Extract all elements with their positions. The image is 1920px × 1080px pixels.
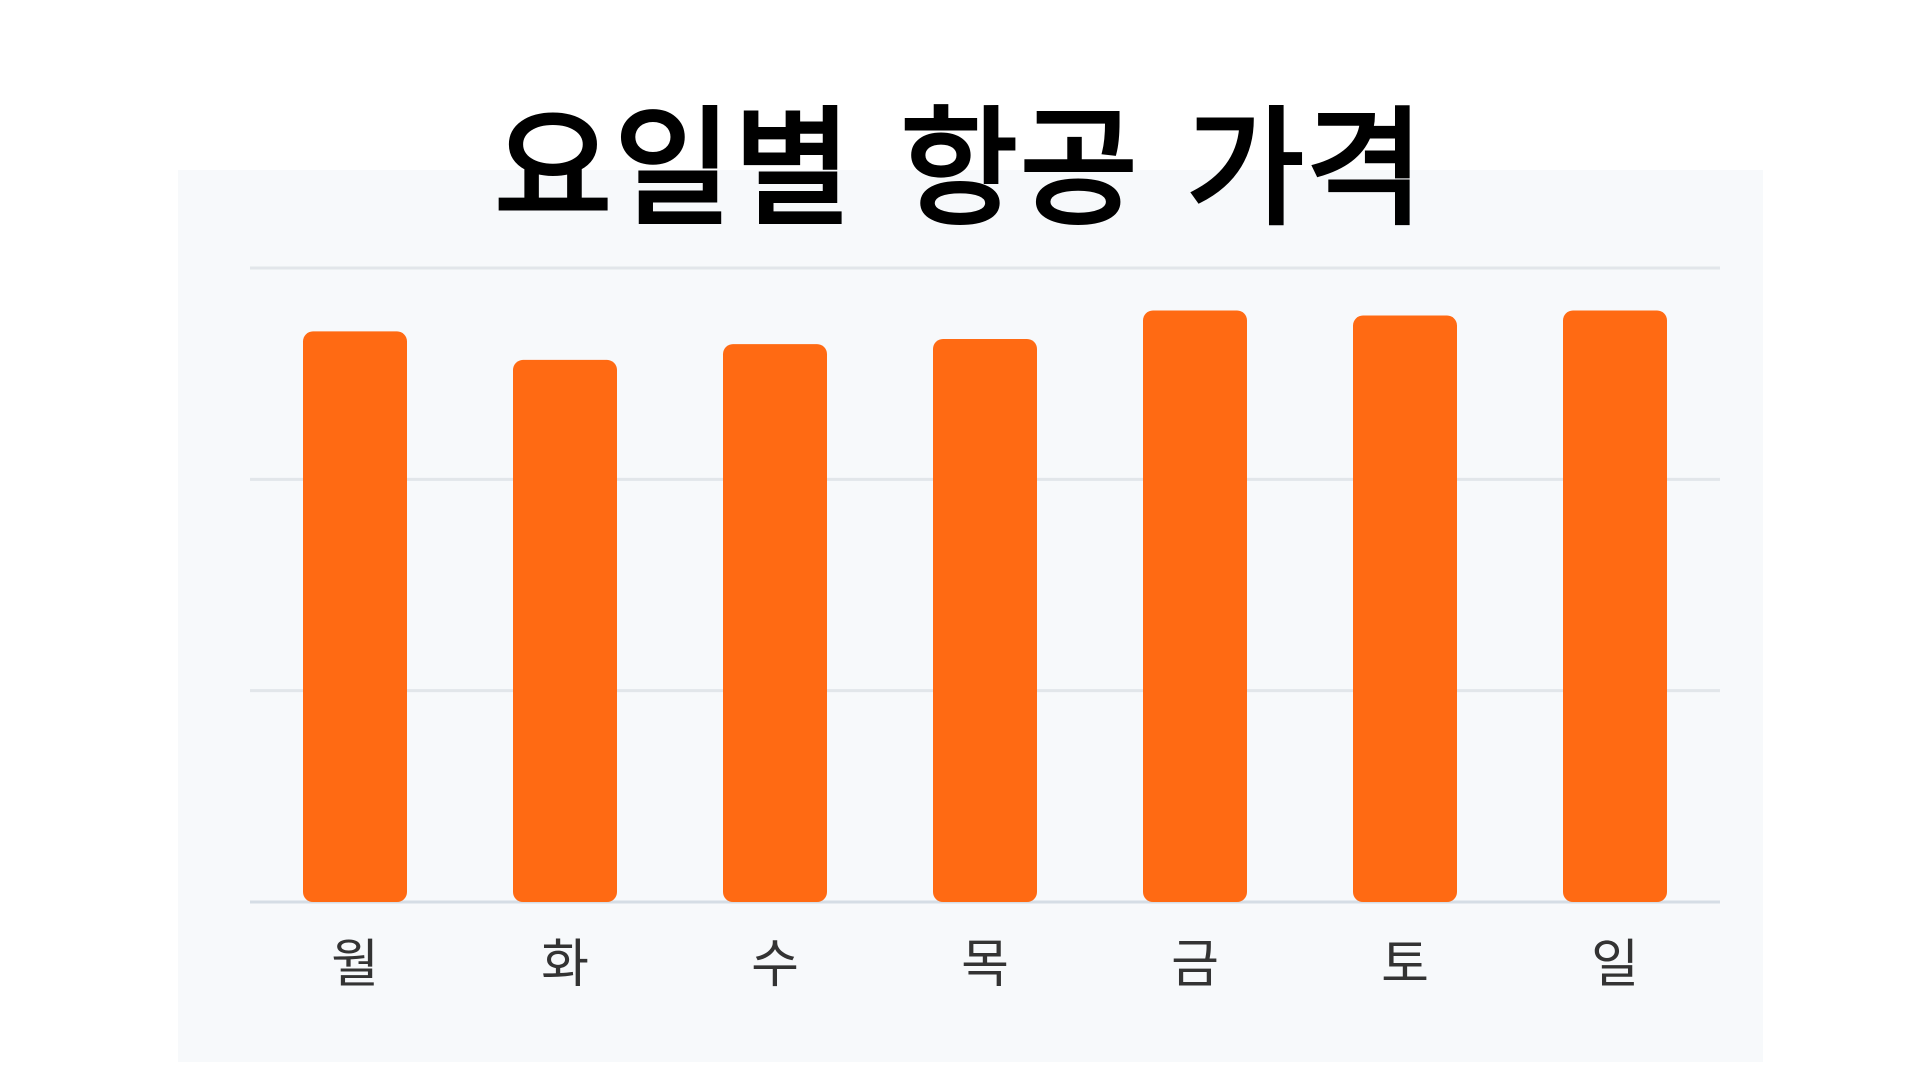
x-tick-label: 수 <box>751 935 799 995</box>
chart-title: 요일별 항공 가격 <box>494 95 1426 244</box>
bar-5 <box>1353 315 1457 902</box>
bars <box>303 310 1667 903</box>
x-tick-label: 일 <box>1591 935 1639 995</box>
x-tick-label: 금 <box>1171 935 1219 995</box>
x-tick-label: 목 <box>961 935 1009 995</box>
bar-4 <box>1143 310 1247 902</box>
x-tick-label: 토 <box>1381 935 1429 995</box>
bar-2 <box>723 344 827 903</box>
bar-3 <box>933 339 1037 902</box>
x-tick-label: 화 <box>541 935 589 995</box>
bar-1 <box>513 359 617 902</box>
bar-6 <box>1563 310 1667 902</box>
x-tick-label: 월 <box>331 935 379 995</box>
bar-0 <box>303 331 407 902</box>
